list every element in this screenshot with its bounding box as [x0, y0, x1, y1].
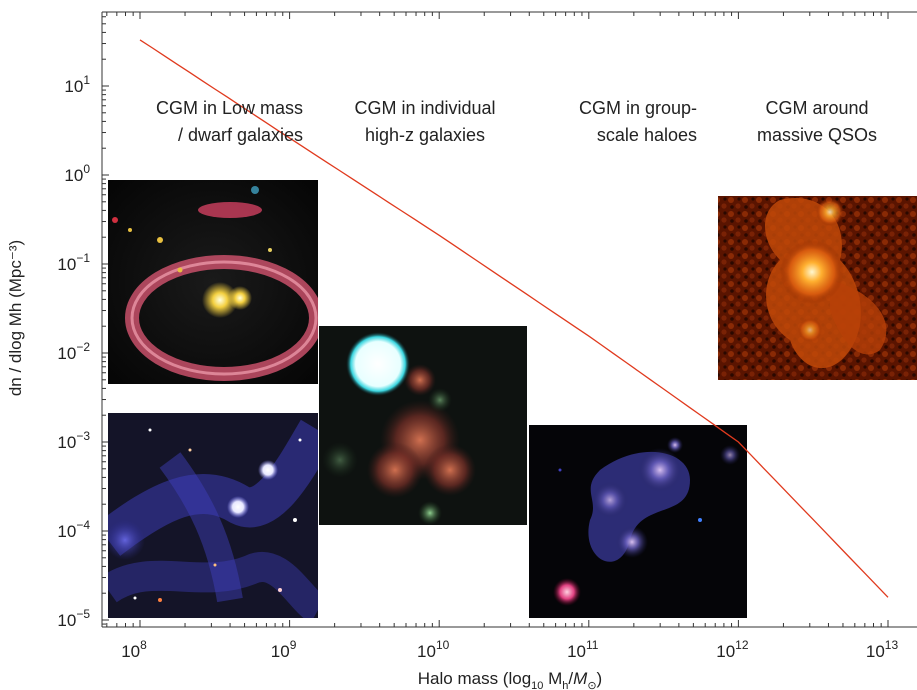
- category-label-line: CGM in Low mass: [156, 98, 303, 118]
- cosmic-web-image: [108, 413, 318, 618]
- group-halo-image: [529, 425, 747, 618]
- x-axis-title-slash: /: [568, 669, 573, 688]
- category-label-line: CGM in individual: [354, 98, 495, 118]
- category-label-line: CGM around: [765, 98, 868, 118]
- category-annotations: CGM in Low mass / dwarf galaxies CGM in in…: [156, 98, 877, 145]
- y-tick-label: 10−1: [57, 251, 90, 274]
- x-axis-title-mid: M: [543, 669, 562, 688]
- halo-mass-function-curve: [139, 39, 889, 598]
- category-label-line: high-z galaxies: [365, 125, 485, 145]
- x-tick-label: 108: [121, 638, 147, 661]
- x-axis-title-prefix: Halo mass (log: [418, 669, 531, 688]
- x-axis-title-sub-h: h: [562, 680, 568, 690]
- category-label-line: / dwarf galaxies: [178, 125, 303, 145]
- y-tick-labels: 10−5 10−4 10−3 10−2 10−1 100 101: [57, 73, 90, 630]
- y-tick-label: 10−2: [57, 340, 90, 363]
- category-label-line: scale haloes: [597, 125, 697, 145]
- tick-marks: [102, 12, 889, 627]
- category-label-line: massive QSOs: [757, 125, 877, 145]
- y-tick-label: 10−5: [57, 607, 90, 630]
- x-tick-label: 1012: [716, 638, 749, 661]
- x-tick-labels: 108 109 1010 1011 1012 1013: [121, 638, 898, 661]
- y-tick-label: 100: [64, 162, 90, 185]
- y-tick-label: 10−3: [57, 429, 90, 452]
- x-tick-label: 1010: [417, 638, 450, 661]
- axes: [101, 11, 917, 628]
- qso-nebula-image: [718, 196, 917, 380]
- y-axis-title: dn / dlog Mh (Mpc⁻³): [6, 240, 25, 396]
- x-axis-title-sub-sun: ⊙: [587, 680, 596, 690]
- x-axis-title: Halo mass (log10 Mh/M⊙): [418, 669, 602, 690]
- x-tick-label: 109: [271, 638, 297, 661]
- y-tick-label: 101: [64, 73, 90, 96]
- y-tick-label: 10−4: [57, 518, 90, 541]
- lensing-ring-image: [108, 180, 318, 384]
- category-label-line: CGM in group-: [579, 98, 697, 118]
- x-tick-label: 1011: [567, 638, 599, 661]
- x-axis-title-suffix: ): [597, 669, 603, 688]
- high-z-galaxy-image: [319, 326, 527, 525]
- x-axis-title-italic-m: M: [573, 669, 588, 688]
- x-tick-label: 1013: [866, 638, 899, 661]
- x-axis-title-sub-10: 10: [531, 680, 543, 690]
